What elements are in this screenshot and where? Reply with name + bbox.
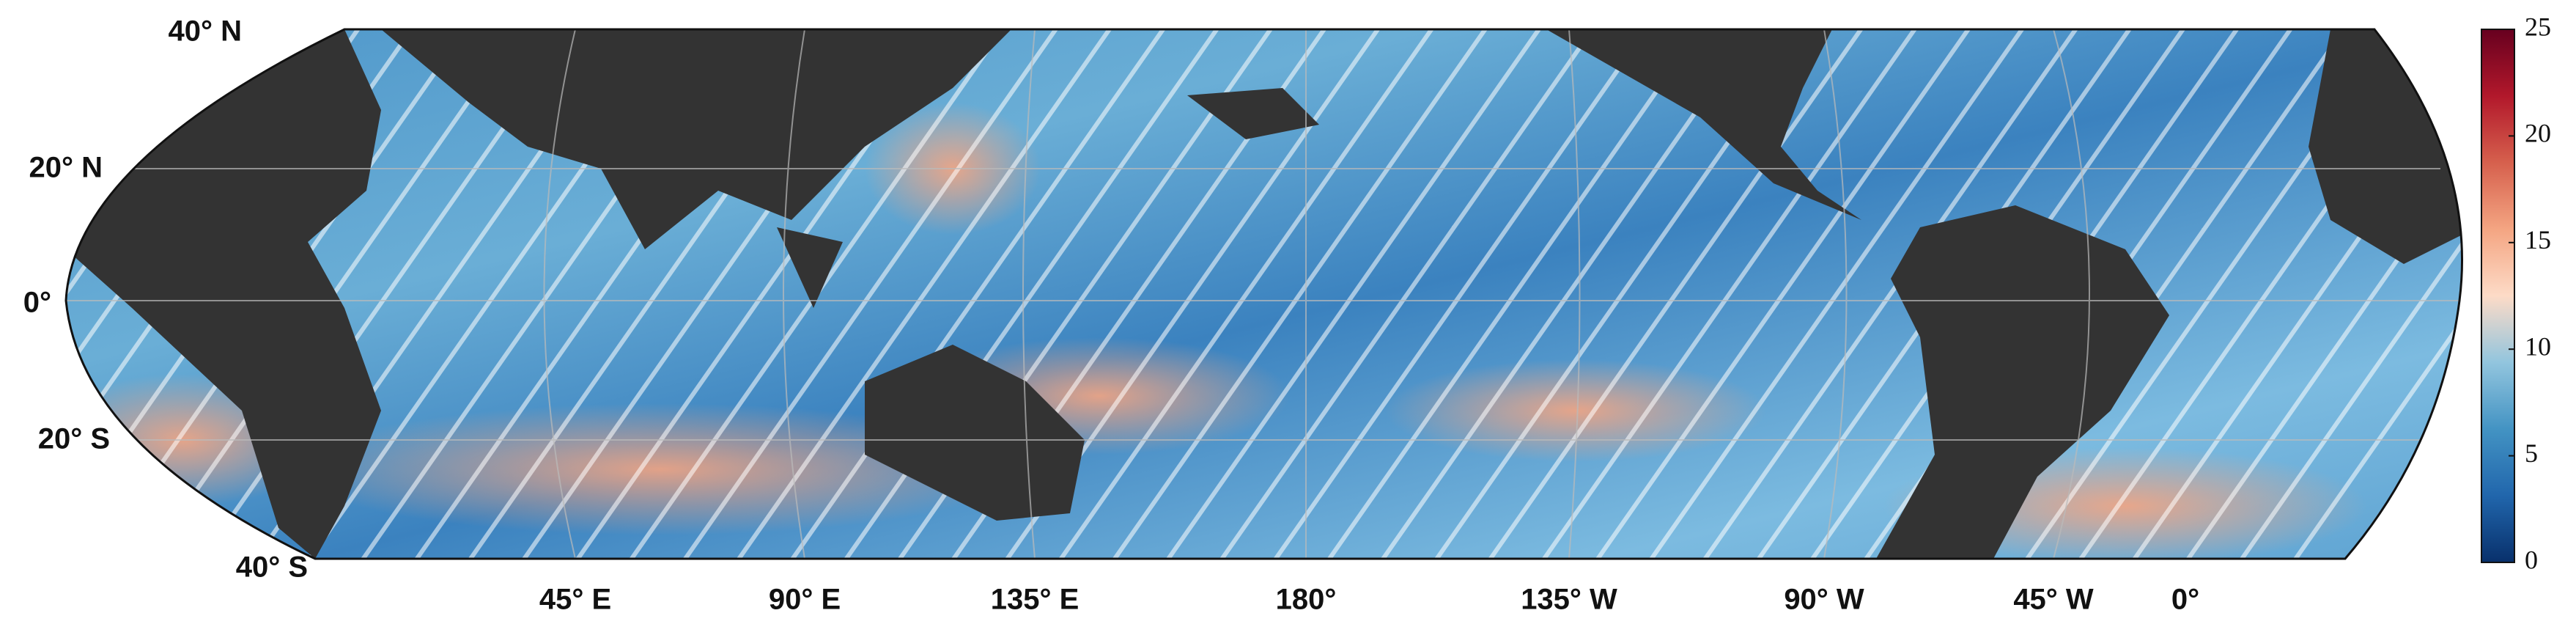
colorbar: 0 5 10 15 20 25 <box>2481 12 2551 574</box>
colorbar-tick-label: 10 <box>2525 331 2551 361</box>
colorbar-tick-label: 5 <box>2525 438 2538 468</box>
lon-label: 45° W <box>2013 584 2094 616</box>
lat-label: 20° S <box>38 423 110 455</box>
colorbar-fill <box>2481 29 2515 563</box>
lon-label: 45° E <box>539 584 611 616</box>
lon-label: 135° E <box>991 584 1080 616</box>
colorbar-tick-label: 15 <box>2525 225 2551 254</box>
lat-label: 40° S <box>236 551 308 584</box>
lon-label: 0° <box>2171 584 2199 616</box>
graticule <box>66 29 2459 559</box>
lat-label: 0° <box>23 287 51 319</box>
lon-label: 90° W <box>1784 584 1864 616</box>
lon-label: 135° W <box>1521 584 1617 616</box>
lon-label: 180° <box>1276 584 1337 616</box>
colorbar-tick-label: 0 <box>2525 545 2538 574</box>
colorbar-tick-label: 25 <box>2525 12 2551 41</box>
lon-labels: 45° E 90° E 135° E 180° 135° W 90° W 45° W 0° <box>539 584 2199 616</box>
lon-label: 90° E <box>769 584 841 616</box>
lat-label: 40° N <box>169 15 243 48</box>
colorbar-tick-label: 20 <box>2525 119 2551 148</box>
lat-label: 20° N <box>29 152 103 184</box>
map-frame <box>64 28 2464 560</box>
